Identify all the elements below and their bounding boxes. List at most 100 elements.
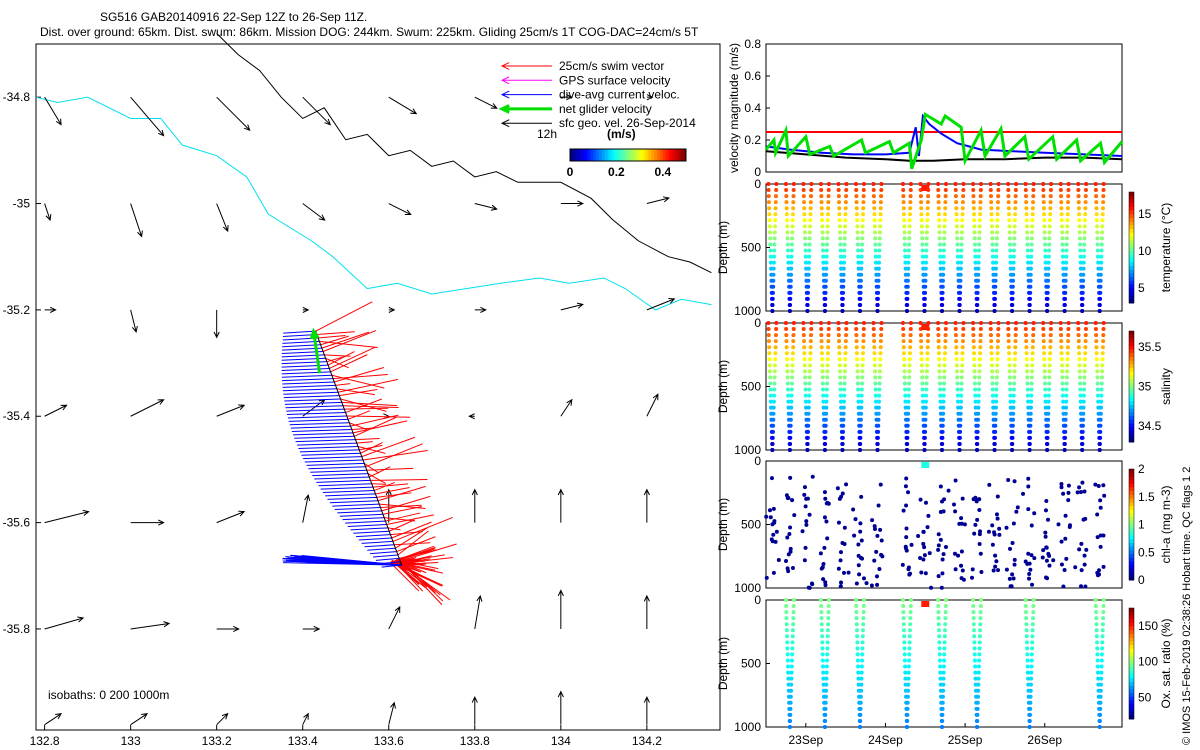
profile-dot bbox=[785, 242, 790, 247]
profile-dot bbox=[936, 182, 941, 186]
profile-dot bbox=[801, 188, 806, 193]
profile-dot bbox=[789, 688, 794, 693]
swim-vector bbox=[381, 495, 431, 512]
profile-dot bbox=[786, 260, 791, 265]
profile-dot bbox=[941, 248, 946, 253]
profile-dot bbox=[990, 242, 995, 247]
profile-dot bbox=[907, 375, 912, 380]
profile-dot bbox=[1100, 640, 1105, 645]
profile-dot bbox=[959, 399, 964, 404]
profile-dot bbox=[907, 658, 912, 663]
profile-dot bbox=[906, 254, 911, 259]
profile-dot bbox=[1095, 512, 1100, 517]
profile-dot bbox=[875, 441, 880, 446]
profile-dot bbox=[902, 646, 907, 651]
profile-dot bbox=[825, 658, 830, 663]
profile-dot bbox=[836, 321, 841, 325]
profile-dot bbox=[987, 482, 992, 487]
profile-dot bbox=[1011, 399, 1016, 404]
profile-dot bbox=[842, 236, 847, 241]
profile-dot bbox=[808, 351, 813, 356]
profile-dot bbox=[854, 616, 859, 621]
profile-dot bbox=[1076, 188, 1081, 193]
profile-dot bbox=[1029, 664, 1034, 669]
colorbar-segment bbox=[575, 149, 579, 161]
profile-dot bbox=[855, 218, 860, 223]
profile-dot bbox=[958, 266, 963, 271]
profile-dot bbox=[1098, 429, 1103, 434]
profile-dot bbox=[872, 224, 877, 229]
profile-dot bbox=[972, 646, 977, 651]
profile-dot bbox=[937, 218, 942, 223]
profile-dot bbox=[1047, 248, 1052, 253]
profile-dot bbox=[905, 302, 910, 307]
profile-dot bbox=[941, 387, 946, 392]
profile-dot bbox=[1025, 242, 1030, 247]
profile-dot bbox=[878, 200, 883, 205]
profile-dot bbox=[859, 676, 864, 681]
velocity-y-tick-label: 0 bbox=[754, 165, 761, 179]
profile-dot bbox=[837, 357, 842, 362]
profile-dot bbox=[937, 224, 942, 229]
profile-dot bbox=[824, 260, 829, 265]
profile-dot bbox=[936, 610, 941, 615]
profile-dot bbox=[955, 242, 960, 247]
profile-dot bbox=[955, 393, 960, 398]
profile-dot bbox=[840, 491, 845, 496]
colorbar-segment bbox=[1129, 280, 1134, 285]
profile-dot bbox=[823, 712, 828, 717]
profile-dot bbox=[859, 254, 864, 259]
profile-dot bbox=[1046, 517, 1051, 522]
profile-dot bbox=[1031, 182, 1036, 186]
profile-dot bbox=[907, 224, 912, 229]
map-x-tick-label: 133.8 bbox=[460, 734, 490, 748]
profile-dot bbox=[876, 411, 881, 416]
profile-dot bbox=[836, 333, 841, 338]
profile-dot bbox=[876, 423, 881, 428]
profile-dot bbox=[1029, 670, 1034, 675]
profile-dot bbox=[990, 381, 995, 386]
profile-dot bbox=[978, 339, 983, 344]
profile-dot bbox=[1061, 399, 1066, 404]
current-vector bbox=[370, 551, 397, 555]
profile-dot bbox=[1041, 548, 1046, 553]
profile-dot bbox=[1046, 399, 1051, 404]
profile-dot bbox=[1007, 357, 1012, 362]
colorbar-segment bbox=[613, 149, 617, 161]
profile-dot bbox=[805, 429, 810, 434]
profile-dot bbox=[977, 646, 982, 651]
profile-dot bbox=[771, 570, 776, 575]
profile-dot bbox=[767, 230, 772, 235]
profile-dot bbox=[764, 514, 769, 519]
profile-dot bbox=[978, 327, 983, 332]
profile-dot bbox=[940, 423, 945, 428]
profile-dot bbox=[1060, 381, 1065, 386]
profile-dot bbox=[819, 628, 824, 633]
colorbar-segment bbox=[1129, 693, 1134, 698]
profile-dot bbox=[977, 381, 982, 386]
profile-dot bbox=[826, 339, 831, 344]
profile-dot bbox=[942, 369, 947, 374]
map-y-tick-label: -34.8 bbox=[3, 90, 31, 104]
colorbar-segment bbox=[1129, 483, 1134, 488]
profile-dot bbox=[825, 640, 830, 645]
profile-dot bbox=[876, 290, 881, 295]
profile-dot bbox=[1099, 682, 1104, 687]
profile-dot bbox=[1083, 584, 1088, 589]
credit-text: © IMOS 15-Feb-2019 02:38:26 Hobart time.… bbox=[1181, 467, 1193, 745]
profile-dot bbox=[960, 212, 965, 217]
current-vector bbox=[353, 530, 390, 534]
map-x-tick-label: 133.6 bbox=[374, 734, 404, 748]
profile-dot bbox=[788, 417, 793, 422]
profile-dot bbox=[975, 700, 980, 705]
profile-dot bbox=[820, 658, 825, 663]
profile-dot bbox=[976, 676, 981, 681]
profile-dot bbox=[879, 182, 884, 186]
colorbar-segment bbox=[1129, 338, 1134, 343]
profile-dot bbox=[824, 399, 829, 404]
profile-dot bbox=[768, 387, 773, 392]
profile-dot bbox=[940, 278, 945, 283]
profile-dot bbox=[788, 441, 793, 446]
profile-dot bbox=[877, 375, 882, 380]
profile-dot bbox=[855, 236, 860, 241]
